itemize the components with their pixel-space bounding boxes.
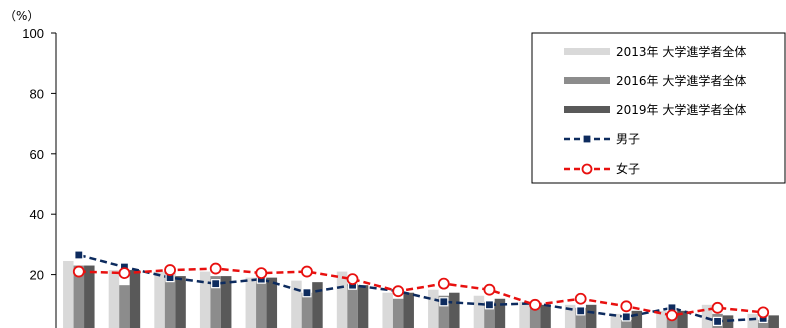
bar (129, 270, 141, 328)
bar (631, 310, 643, 328)
bar (494, 298, 506, 328)
bar (473, 295, 485, 328)
line-point (74, 250, 84, 260)
bar (336, 271, 348, 328)
bar (199, 271, 211, 328)
bar (154, 271, 165, 328)
legend: 2013年 大学進学者全体 2016年 大学進学者全体 2019年 大学進学者全体男… (531, 32, 786, 184)
line-point (711, 301, 724, 314)
line-point (209, 262, 222, 275)
legend-label: 2019年 大学進学者全体 (616, 102, 746, 117)
bar (484, 301, 495, 328)
line-point (346, 273, 359, 286)
bar (677, 310, 688, 328)
bar (357, 285, 369, 328)
bar (175, 276, 186, 328)
bar (119, 285, 130, 328)
bar (529, 304, 541, 328)
bar (585, 304, 597, 328)
bar (392, 298, 404, 328)
line-point (255, 267, 268, 279)
bar (757, 319, 769, 328)
bar (73, 265, 85, 328)
bar (301, 292, 313, 328)
y-unit-label: （%） (4, 9, 39, 23)
bar (747, 313, 758, 328)
legend-marker (581, 163, 593, 175)
line-point (620, 300, 633, 313)
line-layer (72, 250, 770, 327)
bar (382, 292, 393, 328)
bar (428, 289, 439, 328)
y-tick-label: 40 (30, 207, 44, 222)
line-point (621, 312, 631, 322)
legend-label: 女子 (616, 161, 640, 176)
line-point (437, 277, 450, 290)
bar (63, 261, 74, 328)
bar (403, 292, 414, 328)
bar (210, 276, 221, 328)
bar (164, 273, 176, 328)
line-point (302, 288, 312, 298)
series-line (78, 267, 764, 317)
bar (621, 319, 632, 328)
legend-label: 2016年 大学進学者全体 (616, 73, 746, 88)
y-axis-ticks: 100 80 60 40 20 (22, 26, 56, 283)
bar (220, 276, 232, 328)
bar-layer (63, 261, 779, 328)
bar (266, 277, 278, 328)
bar (291, 280, 302, 328)
line-point (392, 285, 405, 298)
bar (108, 270, 120, 328)
line-point (211, 279, 221, 289)
bar (540, 304, 551, 328)
y-tick-label: 60 (30, 147, 44, 162)
line-point (439, 297, 449, 307)
line-point (757, 306, 770, 319)
line-point (72, 265, 85, 278)
bar (768, 315, 779, 328)
bar (347, 283, 358, 328)
legend-label: 男子 (616, 132, 640, 146)
bar (84, 265, 95, 328)
bar (564, 304, 576, 328)
y-tick-label: 100 (22, 26, 44, 41)
bar (256, 277, 267, 328)
bar (610, 313, 622, 328)
bar (701, 304, 713, 328)
bar (245, 277, 257, 328)
line-point (574, 292, 587, 305)
legend-marker (582, 134, 592, 144)
line-point (666, 309, 678, 322)
line-point (164, 264, 176, 276)
line-point (118, 267, 131, 279)
bar (312, 282, 323, 328)
line-point (576, 306, 586, 316)
legend-swatch (564, 77, 610, 84)
bar (438, 295, 450, 328)
legend-swatch (564, 106, 610, 113)
bar (575, 307, 586, 328)
line-point (529, 298, 541, 311)
legend-label: 2013年 大学進学者全体 (616, 44, 746, 59)
legend-swatch (564, 48, 610, 55)
y-tick-label: 80 (30, 86, 44, 101)
line-point (484, 300, 495, 310)
line-point (483, 283, 496, 296)
bar (449, 292, 460, 328)
line-point (712, 316, 723, 327)
bar (656, 310, 667, 328)
line-point (301, 265, 313, 278)
y-tick-label: 20 (30, 268, 44, 283)
bar (519, 301, 530, 328)
